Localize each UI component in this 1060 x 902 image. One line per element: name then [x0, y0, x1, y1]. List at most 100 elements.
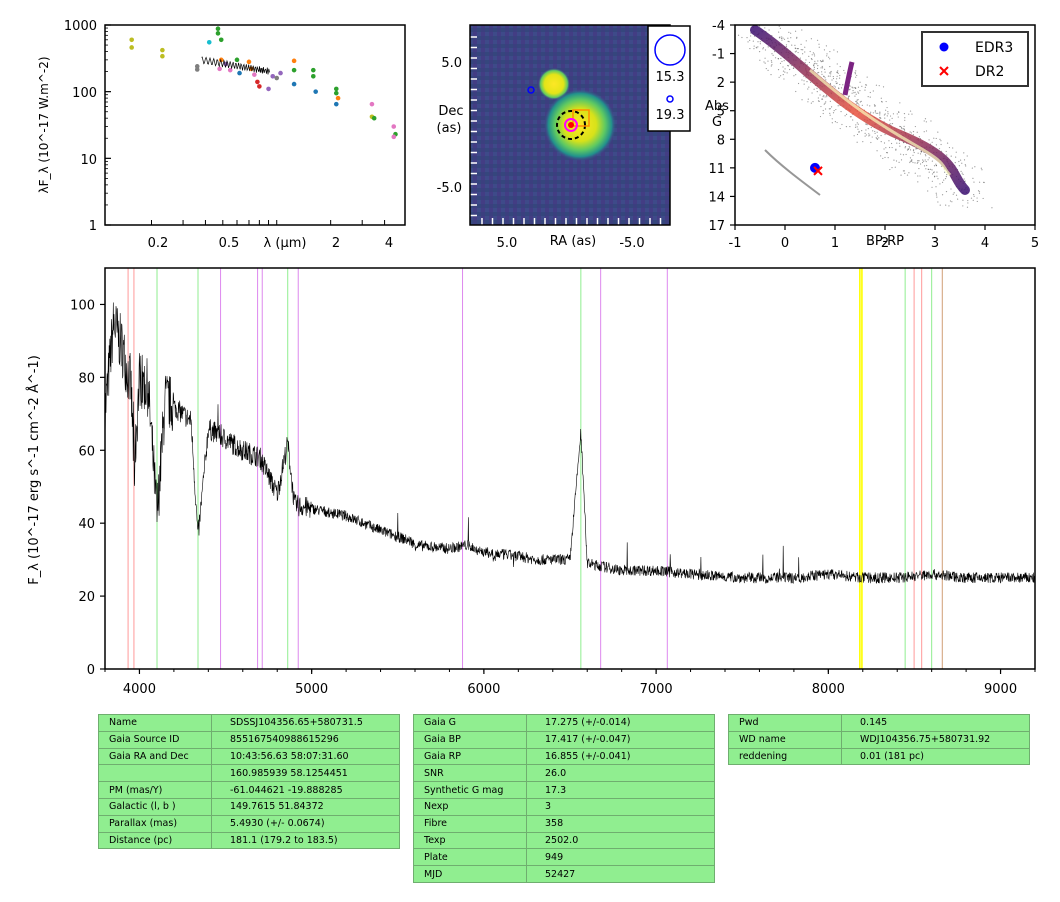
sed-point [369, 101, 375, 107]
table-key: Gaia G [413, 714, 527, 732]
neighbor-marker [527, 86, 535, 94]
table-key: Plate [413, 848, 527, 867]
hrd-ytick: 11 [708, 162, 725, 177]
table-row: SNR 26.0 [413, 764, 715, 783]
sed-ytick-1: 1 [89, 219, 97, 234]
spectrum-ytick: 60 [78, 444, 95, 459]
table-value: -61.044621 -19.888285 [211, 781, 400, 799]
hrd-wd-sequence [764, 149, 821, 196]
spectrum-ytick: 40 [78, 517, 95, 532]
sed-point [252, 72, 257, 77]
hrd-ytick: 5 [717, 105, 725, 120]
hrd-xtick: 4 [981, 236, 989, 251]
hrd-ylabel-2: G [712, 115, 722, 130]
table-key: PM (mas/Y) [98, 781, 212, 799]
sed-point [257, 84, 262, 89]
table-key: WD name [728, 730, 842, 749]
table-value: 16.855 (+/-0.041) [526, 747, 715, 766]
sed-point [391, 124, 397, 129]
hrd-xtick: -1 [729, 236, 742, 251]
table-key: Gaia RA and Dec [98, 747, 212, 766]
image-ylabel-2: (as) [437, 121, 462, 136]
target-dashed-circle [556, 110, 586, 140]
sed-point [194, 64, 200, 69]
table-row: Distance (pc) 181.1 (179.2 to 183.5) [98, 831, 400, 850]
legend-big-label: 15.3 [656, 70, 685, 85]
table-value: 3 [526, 797, 715, 816]
spectrum-xtick: 7000 [640, 682, 673, 697]
sed-xtick-0.2: 0.2 [148, 236, 169, 251]
hrd-main-sequence-core [809, 68, 952, 177]
table-value: 181.1 (179.2 to 183.5) [211, 831, 400, 850]
image-xtick-5: 5.0 [497, 236, 518, 251]
spectrum-xtick: 4000 [123, 682, 156, 697]
table-value: 2502.0 [526, 831, 715, 850]
hrd-ytick: 2 [717, 76, 725, 91]
table-row: Gaia BP 17.417 (+/-0.047) [413, 730, 715, 749]
table-row: Gaia G 17.275 (+/-0.014) [413, 714, 715, 732]
spectrum-ytick: 0 [87, 663, 95, 678]
hrd-xtick: 1 [831, 236, 839, 251]
legend-small-circle [666, 95, 674, 103]
sed-point [129, 45, 134, 50]
table-value: 17.275 (+/-0.014) [526, 714, 715, 732]
info-table-3: Pwd 0.145 WD name WDJ104356.75+580731.92 red… [728, 714, 1030, 766]
sed-point [333, 101, 339, 107]
spectrum-xtick: 5000 [295, 682, 328, 697]
sed-point [194, 67, 200, 72]
table-row: Nexp 3 [413, 797, 715, 816]
table-value: WDJ104356.75+580731.92 [841, 730, 1030, 749]
sed-spectrum-line [201, 56, 270, 75]
table-key: Distance (pc) [98, 831, 212, 850]
target-marker [564, 118, 578, 132]
sed-point [310, 74, 316, 79]
sed-point [160, 47, 165, 53]
table-key: Gaia Source ID [98, 730, 212, 749]
target-box [572, 109, 590, 127]
image-xlabel: RA (as) [550, 234, 596, 249]
hrd-ytick: 14 [708, 190, 725, 205]
hrd-legend-edr3-label: EDR3 [975, 40, 1013, 56]
hrd-ytick: -1 [712, 48, 725, 63]
legend-small-label: 19.3 [656, 108, 685, 123]
sed-frame [104, 24, 406, 226]
table-key: Fibre [413, 814, 527, 833]
table-row: WD name WDJ104356.75+580731.92 [728, 730, 1030, 749]
image-xtick-m5: -5.0 [619, 236, 644, 251]
spectrum-line [104, 302, 1036, 584]
hrd-xtick: 3 [931, 236, 939, 251]
table-row: Parallax (mas) 5.4930 (+/- 0.0674) [98, 814, 400, 833]
target-star-blob [544, 89, 616, 161]
table-row: Gaia Source ID 855167540988615296 [98, 730, 400, 749]
sed-ylabel: λF_λ (10^-17 W.m^-2) [37, 56, 51, 193]
table-key: Pwd [728, 714, 842, 732]
sed-point [278, 70, 283, 76]
sed-point [246, 59, 252, 65]
legend-big-circle [654, 34, 686, 66]
hrd-ylabel-1: Abs [705, 99, 729, 114]
sed-point [160, 53, 165, 59]
table-row: Gaia RP 16.855 (+/-0.041) [413, 747, 715, 766]
table-row: Name SDSSJ104356.65+580731.5 [98, 714, 400, 732]
sed-xtick-2: 2 [332, 236, 340, 251]
hrd-ytick: 8 [717, 133, 725, 148]
hrd-xtick: 5 [1031, 236, 1039, 251]
table-key: Name [98, 714, 212, 732]
sed-point [335, 95, 341, 101]
spectrum-ylabel: F_λ (10^-17 erg s^-1 cm^-2 Å^-1) [26, 355, 42, 585]
table-row: Plate 949 [413, 848, 715, 867]
sed-point [237, 70, 242, 76]
table-key: SNR [413, 764, 527, 783]
sed-point [227, 67, 233, 73]
hrd-legend-dr2-marker [939, 66, 949, 76]
image-ytick-5: 5.0 [441, 56, 462, 71]
table-value: 17.417 (+/-0.047) [526, 730, 715, 749]
sed-point [291, 67, 297, 73]
sed-point [234, 57, 240, 63]
table-row: MJD 52427 [413, 865, 715, 883]
sed-point [215, 31, 221, 36]
spectrum-ytick: 20 [78, 590, 95, 605]
table-key: Synthetic G mag [413, 781, 527, 799]
hrd-panel: -1 0 1 2 3 4 5 -4 -1 2 5 8 11 14 17 EDR3 DR2 BP-RP Abs… [705, 19, 1039, 251]
table-value: 10:43:56.63 58:07:31.60 [211, 747, 400, 766]
